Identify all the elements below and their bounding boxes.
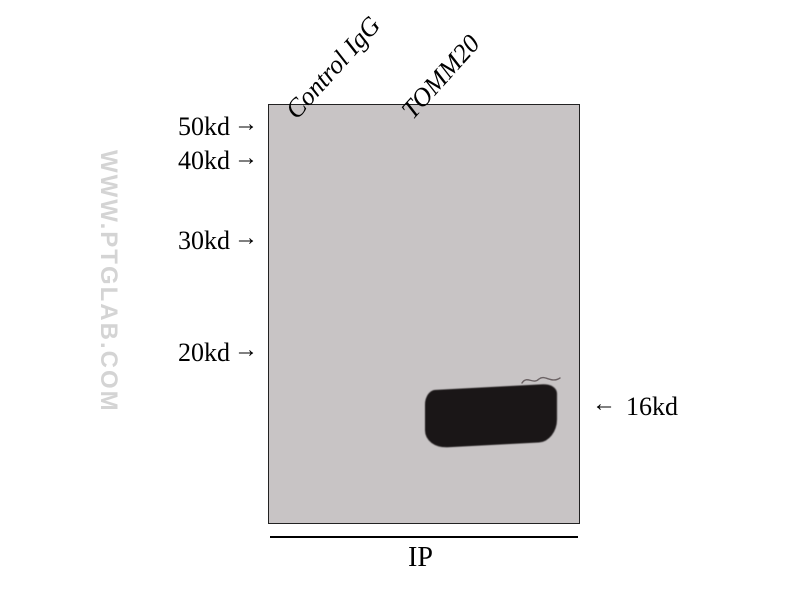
mw-label-40kd: 40kd (150, 146, 230, 176)
tomm20-band (425, 384, 557, 449)
western-blot-figure: WWW.PTGLAB.COM Control IgG TOMM20 50kd →… (0, 0, 800, 600)
watermark-text: WWW.PTGLAB.COM (94, 150, 122, 413)
mw-label-50kd: 50kd (150, 112, 230, 142)
mw-label-20kd: 20kd (150, 338, 230, 368)
artifact-squiggle (521, 373, 561, 387)
blot-membrane (268, 104, 580, 524)
arrow-right-icon: → (234, 225, 258, 252)
arrow-right-icon: → (234, 145, 258, 172)
arrow-right-icon: → (234, 111, 258, 138)
arrow-right-icon: → (234, 337, 258, 364)
arrow-left-icon: ← (592, 391, 616, 418)
result-label-16kd: 16kd (626, 392, 678, 422)
ip-underline (270, 536, 578, 538)
ip-label: IP (408, 542, 433, 574)
mw-label-30kd: 30kd (150, 226, 230, 256)
